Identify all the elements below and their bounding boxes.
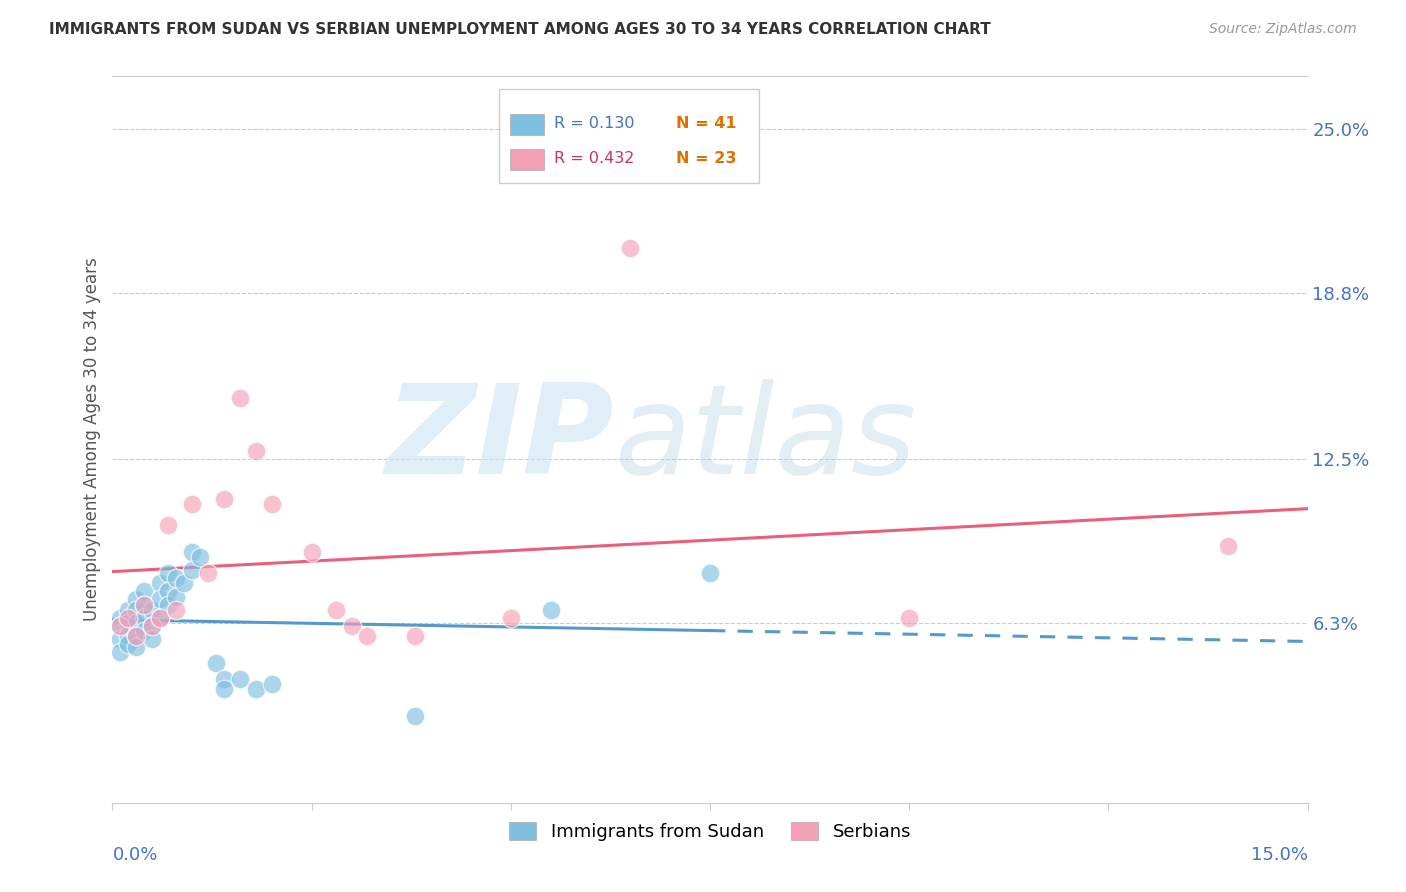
Point — [404, 708, 426, 723]
Text: atlas: atlas — [614, 379, 917, 500]
Text: 15.0%: 15.0% — [1250, 847, 1308, 864]
Text: N = 23: N = 23 — [676, 151, 737, 166]
Text: Source: ZipAtlas.com: Source: ZipAtlas.com — [1209, 22, 1357, 37]
Point — [212, 491, 235, 506]
Point — [134, 624, 156, 638]
Point — [173, 576, 195, 591]
Point — [157, 598, 180, 612]
Point — [165, 590, 187, 604]
Point — [125, 615, 148, 630]
Point — [110, 611, 132, 625]
Point — [141, 603, 163, 617]
Point — [141, 618, 163, 632]
Point — [134, 598, 156, 612]
Point — [619, 241, 641, 255]
Point — [110, 645, 132, 659]
Point — [260, 497, 283, 511]
Point — [141, 632, 163, 646]
Point — [149, 611, 172, 625]
Point — [117, 603, 139, 617]
Point — [1216, 540, 1239, 554]
Point — [157, 518, 180, 533]
Point — [117, 629, 139, 643]
Point — [260, 677, 283, 691]
Point — [125, 640, 148, 654]
Text: R = 0.432: R = 0.432 — [554, 151, 634, 166]
Point — [197, 566, 219, 580]
Point — [134, 598, 156, 612]
Point — [117, 637, 139, 651]
Point — [110, 618, 132, 632]
Point — [157, 566, 180, 580]
Point — [340, 618, 363, 632]
Point — [356, 629, 378, 643]
FancyBboxPatch shape — [499, 89, 759, 183]
Legend: Immigrants from Sudan, Serbians: Immigrants from Sudan, Serbians — [502, 814, 918, 848]
Point — [229, 392, 252, 406]
Point — [125, 603, 148, 617]
Point — [181, 497, 204, 511]
Point — [165, 603, 187, 617]
Point — [499, 611, 522, 625]
Point — [898, 611, 921, 625]
Point — [165, 571, 187, 585]
Point — [205, 656, 228, 670]
Y-axis label: Unemployment Among Ages 30 to 34 years: Unemployment Among Ages 30 to 34 years — [83, 258, 101, 621]
Point — [181, 544, 204, 558]
Point — [149, 576, 172, 591]
Point — [404, 629, 426, 643]
Point — [117, 615, 139, 630]
Text: R = 0.130: R = 0.130 — [554, 116, 634, 131]
Point — [245, 682, 267, 697]
Point — [149, 592, 172, 607]
Point — [245, 444, 267, 458]
Point — [141, 618, 163, 632]
Point — [301, 544, 323, 558]
Point — [117, 611, 139, 625]
Point — [699, 566, 721, 580]
Text: N = 41: N = 41 — [676, 116, 737, 131]
FancyBboxPatch shape — [509, 114, 544, 135]
Point — [110, 618, 132, 632]
Point — [134, 611, 156, 625]
Point — [188, 549, 211, 564]
Point — [110, 632, 132, 646]
Point — [134, 584, 156, 599]
Point — [149, 611, 172, 625]
Text: IMMIGRANTS FROM SUDAN VS SERBIAN UNEMPLOYMENT AMONG AGES 30 TO 34 YEARS CORRELAT: IMMIGRANTS FROM SUDAN VS SERBIAN UNEMPLO… — [49, 22, 991, 37]
Text: ZIP: ZIP — [385, 379, 614, 500]
Point — [125, 592, 148, 607]
Point — [229, 672, 252, 686]
Point — [157, 584, 180, 599]
Point — [212, 672, 235, 686]
Text: 0.0%: 0.0% — [112, 847, 157, 864]
Point — [540, 603, 562, 617]
FancyBboxPatch shape — [509, 149, 544, 169]
Point — [212, 682, 235, 697]
Point — [125, 629, 148, 643]
Point — [181, 563, 204, 577]
Point — [125, 629, 148, 643]
Point — [325, 603, 347, 617]
